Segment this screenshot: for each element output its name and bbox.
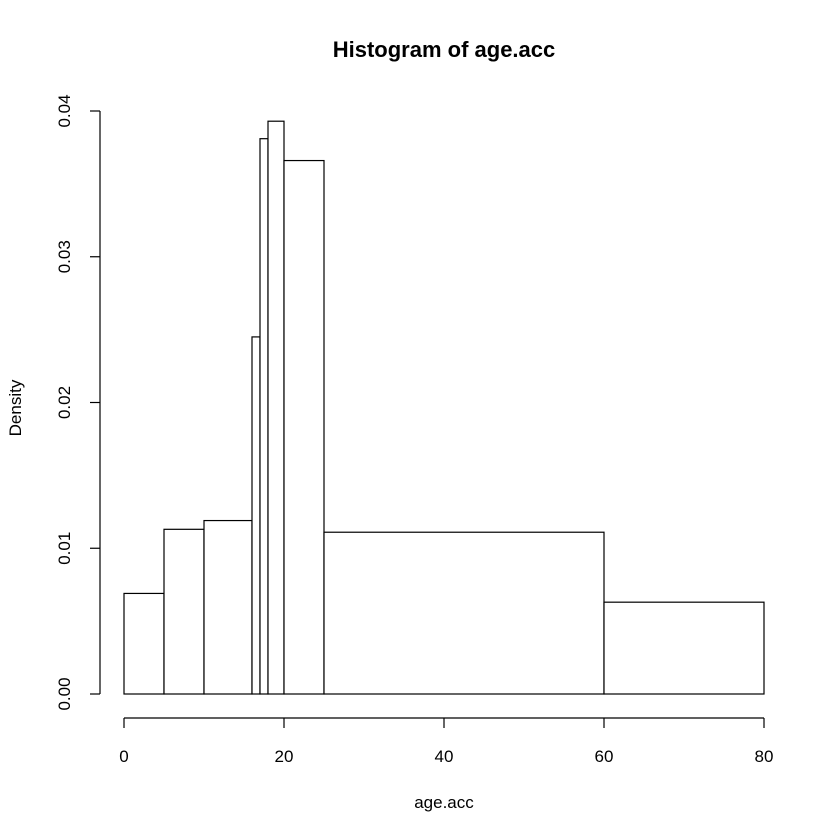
y-tick-label-1: 0.01 xyxy=(55,532,74,565)
y-tick-label-4: 0.04 xyxy=(55,94,74,127)
x-tick-label-0: 0 xyxy=(119,747,128,766)
x-tick-label-1: 20 xyxy=(275,747,294,766)
x-axis-label: age.acc xyxy=(414,793,474,812)
y-tick-label-0: 0.00 xyxy=(55,677,74,710)
histogram-bar-0 xyxy=(123,592,165,695)
histogram-bar-5 xyxy=(267,120,285,695)
chart-title: Histogram of age.acc xyxy=(333,37,556,62)
histogram-bar-4 xyxy=(259,138,269,695)
x-tick-label-4: 80 xyxy=(755,747,774,766)
histogram-bar-8 xyxy=(603,601,765,695)
histogram-bar-2 xyxy=(203,519,253,695)
histogram-bar-3 xyxy=(251,336,261,695)
histogram-bar-6 xyxy=(283,159,325,695)
histogram-bar-1 xyxy=(163,528,205,695)
y-tick-label-2: 0.02 xyxy=(55,386,74,419)
histogram-bar-7 xyxy=(323,531,605,695)
x-axis: 0 20 40 60 80 xyxy=(119,717,774,766)
x-tick-label-3: 60 xyxy=(595,747,614,766)
bars-group xyxy=(123,120,765,695)
y-tick-label-3: 0.03 xyxy=(55,240,74,273)
y-axis-label: Density xyxy=(6,379,25,436)
y-axis: 0.00 0.01 0.02 0.03 0.04 xyxy=(55,94,101,711)
x-tick-label-2: 40 xyxy=(435,747,454,766)
